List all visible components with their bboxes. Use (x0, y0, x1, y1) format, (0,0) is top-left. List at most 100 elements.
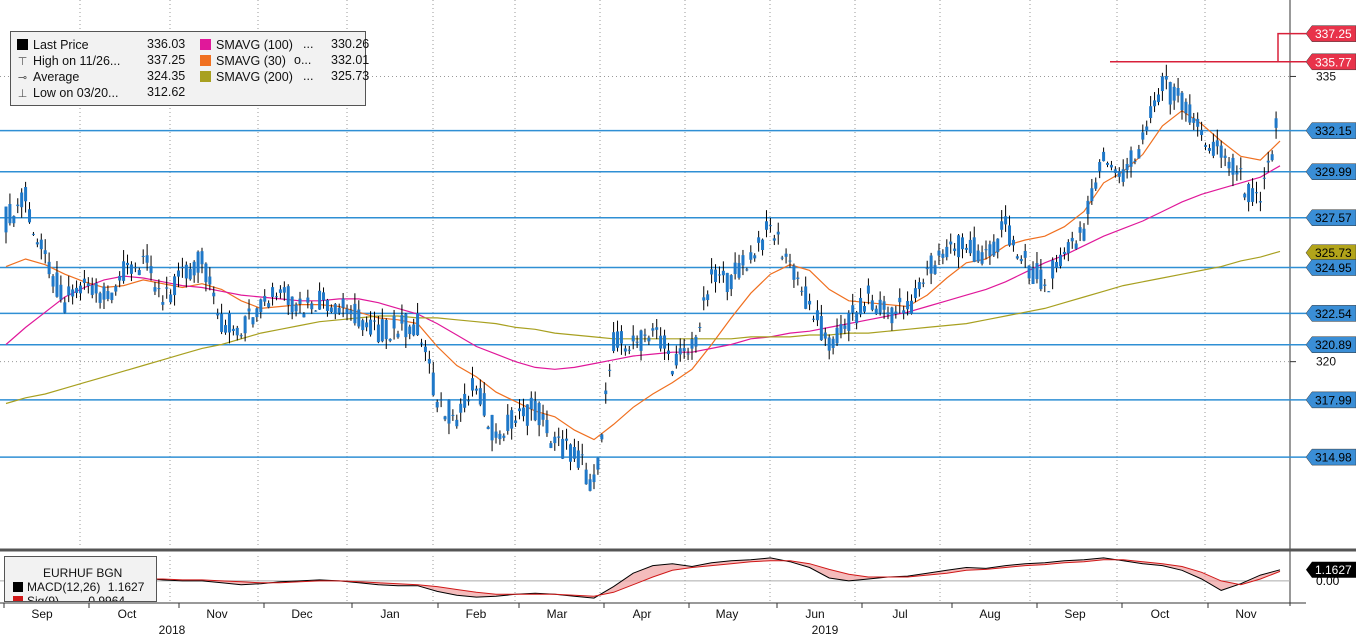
legend-label: MACD(12,26) (27, 580, 101, 594)
price-bar-body (859, 297, 863, 315)
legend-swatch-black (17, 39, 28, 50)
price-tag (1305, 259, 1356, 276)
legend-low: ⊥ Low on 03/20... (17, 85, 119, 101)
price-bar-body (416, 313, 420, 336)
legend-label: Last Price (33, 38, 89, 52)
price-bar-body (596, 457, 600, 470)
x-axis-month-label: Mar (547, 607, 568, 621)
x-axis-month-label: Oct (1151, 607, 1170, 621)
price-bar-body (282, 287, 286, 293)
price-bar-body (396, 333, 400, 338)
legend-swatch-orange (200, 55, 211, 66)
price-bar-body (568, 444, 572, 462)
price-bar-body (529, 397, 533, 410)
price-bar-body (847, 312, 851, 331)
price-bar-body (729, 275, 733, 290)
price-bar-body (470, 378, 474, 391)
price-bar-body (1254, 192, 1258, 194)
price-bar-body (518, 408, 522, 412)
price-bar-body (47, 261, 51, 275)
x-axis-month-label: Jan (380, 607, 399, 621)
price-bar-body (1023, 250, 1027, 258)
price-bar-body (20, 192, 24, 208)
price-bar-body (780, 257, 784, 259)
price-bar-body (741, 255, 745, 266)
price-bar-body (67, 286, 71, 296)
price-bar-body (796, 277, 800, 279)
price-bar-body (463, 393, 467, 408)
price-bar-body (1098, 162, 1102, 172)
price-bar-body (1219, 145, 1223, 158)
x-axis-month-label: Apr (633, 607, 652, 621)
price-bar-body (227, 313, 231, 333)
price-bar-body (1086, 200, 1090, 215)
price-bar-body (122, 261, 126, 281)
price-bar-body (392, 315, 396, 329)
price-bar-body (1039, 269, 1043, 290)
price-bar-body (1137, 149, 1141, 159)
price-bar-body (169, 294, 173, 303)
price-bar-body (427, 358, 431, 364)
price-bar-body (1004, 216, 1008, 225)
price-bar-body (1274, 118, 1278, 128)
price-bar-body (318, 290, 322, 310)
price-bar-body (604, 390, 608, 395)
price-bar-body (114, 286, 118, 292)
price-bar-body (314, 310, 318, 312)
price-bar-body (721, 270, 725, 276)
price-bar-body (592, 474, 596, 483)
price-bar-body (55, 272, 59, 297)
price-bar-body (255, 308, 259, 318)
price-bar-body (384, 320, 388, 340)
price-bar-body (1180, 92, 1184, 111)
price-bar-body (365, 322, 369, 328)
price-bar-body (1200, 129, 1204, 136)
price-bar-body (102, 286, 106, 300)
price-bar-body (1109, 164, 1113, 168)
price-bar-body (835, 327, 839, 344)
price-bar-body (514, 420, 518, 424)
price-bar-body (333, 304, 337, 314)
price-tag (1305, 244, 1356, 261)
price-bar-body (1129, 150, 1133, 167)
price-bar-body (325, 299, 329, 311)
price-bar-body (862, 305, 866, 312)
legend-sma30-dots: o... (294, 53, 312, 67)
price-bar-body (357, 309, 361, 327)
price-bar-body (388, 338, 392, 341)
price-bar-body (1215, 140, 1219, 147)
price-bar-body (1106, 162, 1110, 165)
price-bar-body (1113, 169, 1117, 173)
price-bar-body (302, 313, 306, 318)
price-bar-body (474, 388, 478, 391)
price-bar-body (506, 414, 510, 431)
price-bar-body (278, 289, 282, 293)
x-axis-month-label: Nov (206, 607, 227, 621)
price-bar-body (35, 242, 39, 245)
price-bar-body (925, 267, 929, 270)
price-bar-body (1262, 177, 1266, 179)
price-bar-body (243, 316, 247, 334)
price-bar-body (678, 348, 682, 355)
price-bar-body (149, 266, 153, 274)
price-bar-body (157, 288, 161, 290)
price-bar-body (86, 283, 90, 287)
price-bar-body (988, 244, 992, 257)
price-bar-body (361, 320, 365, 331)
price-bar-body (94, 283, 98, 294)
price-bar-body (992, 241, 996, 256)
price-bar-body (902, 310, 906, 314)
legend-label: Sig(9) (27, 594, 60, 602)
average-marker-icon: ⊸ (17, 72, 28, 84)
price-bar-body (890, 307, 894, 324)
price-bar-body (557, 436, 561, 438)
price-bar-body (949, 241, 953, 245)
price-bar-body (874, 308, 878, 315)
price-bar-body (24, 187, 28, 202)
price-bar-body (831, 338, 835, 349)
price-bar-body (749, 252, 753, 260)
price-bar-body (1270, 154, 1274, 161)
price-bar-body (733, 262, 737, 275)
price-tag (1305, 209, 1356, 226)
price-bar-body (1047, 291, 1051, 293)
